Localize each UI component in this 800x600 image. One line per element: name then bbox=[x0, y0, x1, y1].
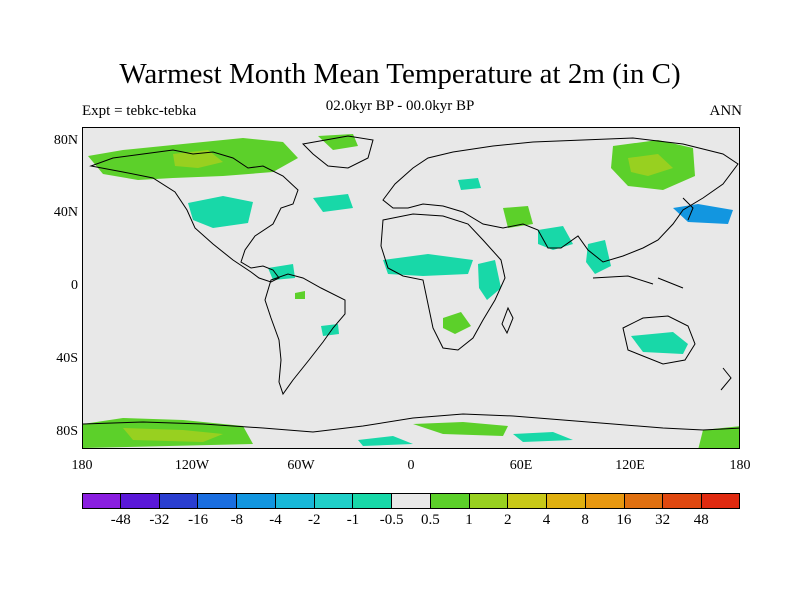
period-label: 02.0kyr BP - 00.0kyr BP bbox=[325, 98, 475, 114]
colorbar-swatch-9 bbox=[430, 493, 470, 509]
coast-eurasia bbox=[382, 137, 739, 263]
lon-label-180e: 180 bbox=[729, 458, 751, 473]
colorbar-label-8: 0.5 bbox=[420, 512, 440, 528]
colorbar-swatch-8 bbox=[392, 493, 431, 509]
colorbar-label-4: -4 bbox=[269, 512, 282, 528]
patch-s-america-b bbox=[295, 291, 305, 299]
colorbar-label-12: 8 bbox=[581, 512, 589, 528]
colorbar-label-6: -1 bbox=[346, 512, 360, 528]
colorbar-label-11: 4 bbox=[542, 512, 551, 528]
patch-east-africa bbox=[478, 260, 501, 300]
coast-indonesia bbox=[592, 275, 654, 285]
colorbar-label-1: -32 bbox=[149, 512, 170, 528]
colorbar-swatch-11 bbox=[508, 493, 548, 509]
colorbar-swatch-5 bbox=[275, 493, 315, 509]
anomaly-patches bbox=[83, 134, 739, 448]
season-label: ANN bbox=[709, 103, 743, 119]
colorbar bbox=[82, 493, 741, 509]
colorbar-swatch-3 bbox=[198, 493, 238, 509]
patch-s-america-c bbox=[321, 324, 339, 336]
coastlines bbox=[83, 135, 739, 433]
patch-north-africa-a bbox=[458, 178, 481, 190]
lat-label-0: 0 bbox=[71, 278, 78, 293]
colorbar-swatch-13 bbox=[585, 493, 625, 509]
colorbar-swatch-14 bbox=[624, 493, 664, 509]
lon-label-0: 0 bbox=[407, 458, 415, 473]
experiment-label: Expt = tebkc-tebka bbox=[82, 103, 197, 119]
patch-se-asia bbox=[586, 240, 611, 274]
colorbar-swatch-0 bbox=[82, 493, 121, 509]
coast-madagascar bbox=[501, 306, 514, 335]
colorbar-label-13: 16 bbox=[616, 512, 632, 528]
coast-greenland bbox=[301, 135, 374, 169]
colorbar-swatch-16 bbox=[702, 493, 741, 509]
map-panel bbox=[82, 127, 740, 449]
coast-new-guinea bbox=[657, 277, 684, 289]
colorbar-label-3: -8 bbox=[230, 512, 244, 528]
patch-s-america-a bbox=[268, 264, 295, 280]
coast-africa bbox=[380, 213, 506, 351]
patch-canada-inner bbox=[173, 150, 223, 168]
coast-antarctica bbox=[83, 413, 739, 433]
coast-japan bbox=[682, 197, 694, 221]
lon-label-60e: 60E bbox=[509, 458, 533, 473]
patch-australia bbox=[631, 332, 688, 354]
lon-label-120w: 120W bbox=[174, 458, 210, 473]
lat-label-80n: 80N bbox=[53, 133, 78, 148]
colorbar-label-7: -0.5 bbox=[379, 512, 404, 528]
world-map bbox=[83, 128, 739, 448]
lon-label-180w: 180 bbox=[71, 458, 93, 473]
patch-antarctica-east-edge bbox=[698, 426, 739, 448]
lon-label-60w: 60W bbox=[287, 458, 315, 473]
patch-antarctica-teal-a bbox=[358, 436, 413, 446]
patch-atlantic bbox=[313, 194, 353, 212]
lat-label-80s: 80S bbox=[56, 424, 78, 439]
patch-us bbox=[188, 196, 253, 228]
coast-north-america bbox=[89, 149, 299, 283]
colorbar-label-15: 48 bbox=[693, 512, 709, 528]
lon-label-120e: 120E bbox=[615, 458, 645, 473]
colorbar-swatch-7 bbox=[353, 493, 393, 509]
lat-label-40n: 40N bbox=[53, 205, 78, 220]
patch-greenland bbox=[318, 134, 358, 150]
patch-antarctica-west-inner bbox=[123, 428, 223, 442]
patch-caspian bbox=[503, 206, 533, 228]
colorbar-swatch-15 bbox=[663, 493, 703, 509]
patch-south-africa bbox=[443, 312, 471, 334]
colorbar-label-14: 32 bbox=[655, 512, 671, 528]
patch-india bbox=[538, 226, 573, 250]
colorbar-swatch-10 bbox=[469, 493, 509, 509]
colorbar-label-9: 1 bbox=[465, 512, 473, 528]
coast-new-zealand bbox=[720, 367, 732, 391]
coast-south-america bbox=[264, 273, 346, 396]
map-title: Warmest Month Mean Temperature at 2m (in… bbox=[119, 58, 681, 90]
colorbar-swatch-2 bbox=[159, 493, 199, 509]
colorbar-swatch-4 bbox=[237, 493, 276, 509]
colorbar-label-2: -16 bbox=[188, 512, 209, 528]
lat-label-40s: 40S bbox=[56, 351, 78, 366]
colorbar-swatch-6 bbox=[314, 493, 354, 509]
patch-sahel bbox=[383, 254, 473, 276]
patch-siberia-inner bbox=[628, 154, 673, 176]
colorbar-swatch-1 bbox=[120, 493, 160, 509]
colorbar-label-5: -2 bbox=[307, 512, 321, 528]
coast-australia bbox=[622, 315, 696, 365]
colorbar-label-0: -48 bbox=[110, 512, 131, 528]
patch-antarctica-teal-b bbox=[513, 432, 573, 442]
colorbar-label-10: 2 bbox=[504, 512, 512, 528]
patch-antarctica-east bbox=[413, 422, 508, 436]
colorbar-swatch-12 bbox=[547, 493, 586, 509]
